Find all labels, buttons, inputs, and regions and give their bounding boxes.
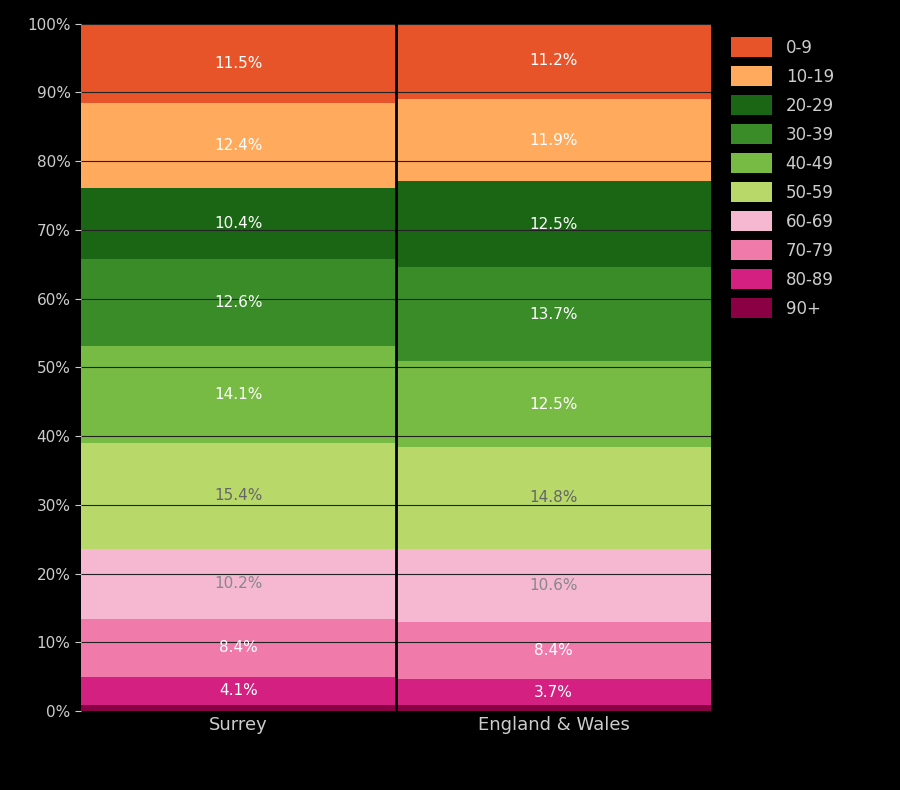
Text: 14.8%: 14.8%: [529, 491, 578, 506]
Text: 12.5%: 12.5%: [529, 216, 578, 231]
Bar: [396, 267, 711, 361]
Text: 14.1%: 14.1%: [214, 387, 263, 402]
Text: 12.6%: 12.6%: [214, 295, 263, 310]
Bar: [396, 705, 711, 711]
Bar: [396, 447, 711, 549]
Bar: [396, 679, 711, 705]
Bar: [81, 619, 396, 676]
Text: 4.1%: 4.1%: [219, 683, 258, 698]
Bar: [81, 259, 396, 346]
Bar: [396, 361, 711, 447]
Bar: [396, 549, 711, 622]
Bar: [396, 22, 711, 100]
Text: 11.5%: 11.5%: [214, 56, 263, 71]
Text: 12.4%: 12.4%: [214, 137, 263, 152]
Bar: [81, 705, 396, 711]
Bar: [396, 100, 711, 181]
Bar: [396, 181, 711, 267]
Bar: [396, 622, 711, 679]
Bar: [81, 676, 396, 705]
Bar: [81, 24, 396, 103]
Text: 12.5%: 12.5%: [529, 397, 578, 412]
Bar: [81, 549, 396, 619]
Bar: [81, 443, 396, 549]
Text: 10.6%: 10.6%: [529, 577, 578, 592]
Bar: [81, 188, 396, 259]
Text: 11.2%: 11.2%: [529, 53, 578, 68]
Legend: 0-9, 10-19, 20-29, 30-39, 40-49, 50-59, 60-69, 70-79, 80-89, 90+: 0-9, 10-19, 20-29, 30-39, 40-49, 50-59, …: [725, 32, 839, 323]
Bar: [81, 346, 396, 443]
Text: 8.4%: 8.4%: [219, 640, 258, 655]
Text: 3.7%: 3.7%: [534, 685, 573, 700]
Text: 11.9%: 11.9%: [529, 133, 578, 148]
Text: 15.4%: 15.4%: [214, 488, 263, 503]
Text: 13.7%: 13.7%: [529, 307, 578, 322]
Bar: [81, 103, 396, 188]
Text: 8.4%: 8.4%: [534, 643, 573, 658]
Text: 10.4%: 10.4%: [214, 216, 263, 231]
Text: 10.2%: 10.2%: [214, 577, 263, 592]
